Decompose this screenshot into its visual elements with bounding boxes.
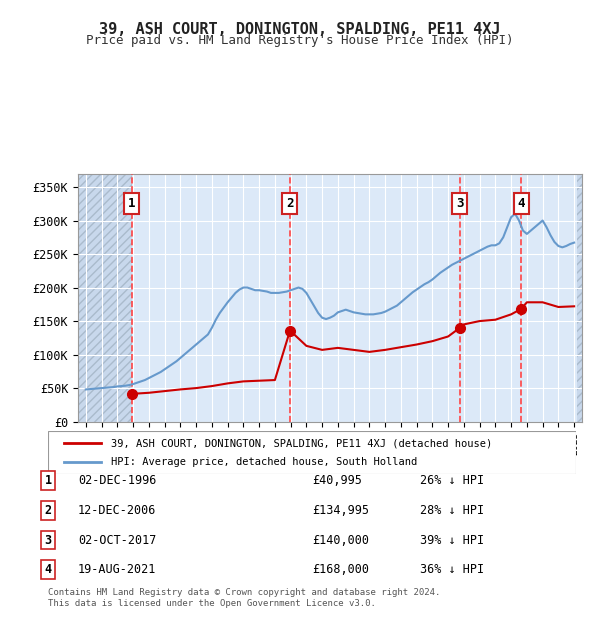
Text: £140,000: £140,000 [312,534,369,546]
Text: 1: 1 [44,474,52,487]
Text: 39, ASH COURT, DONINGTON, SPALDING, PE11 4XJ (detached house): 39, ASH COURT, DONINGTON, SPALDING, PE11… [112,438,493,448]
Text: 12-DEC-2006: 12-DEC-2006 [78,504,157,516]
Bar [78,174,132,422]
Text: 2: 2 [286,197,293,210]
Text: 4: 4 [44,564,52,576]
Text: 1: 1 [128,197,136,210]
Bar [577,174,582,422]
Text: £40,995: £40,995 [312,474,362,487]
Text: 36% ↓ HPI: 36% ↓ HPI [420,564,484,576]
Text: £168,000: £168,000 [312,564,369,576]
Text: 3: 3 [44,534,52,546]
Text: 4: 4 [517,197,525,210]
Text: 26% ↓ HPI: 26% ↓ HPI [420,474,484,487]
Text: 39% ↓ HPI: 39% ↓ HPI [420,534,484,546]
Text: 3: 3 [456,197,464,210]
Text: £134,995: £134,995 [312,504,369,516]
Text: 2: 2 [44,504,52,516]
FancyBboxPatch shape [48,431,576,474]
Text: HPI: Average price, detached house, South Holland: HPI: Average price, detached house, Sout… [112,457,418,467]
Text: Price paid vs. HM Land Registry's House Price Index (HPI): Price paid vs. HM Land Registry's House … [86,34,514,47]
Text: Contains HM Land Registry data © Crown copyright and database right 2024.
This d: Contains HM Land Registry data © Crown c… [48,588,440,608]
Text: 19-AUG-2021: 19-AUG-2021 [78,564,157,576]
Text: 02-DEC-1996: 02-DEC-1996 [78,474,157,487]
Text: 02-OCT-2017: 02-OCT-2017 [78,534,157,546]
Text: 39, ASH COURT, DONINGTON, SPALDING, PE11 4XJ: 39, ASH COURT, DONINGTON, SPALDING, PE11… [99,22,501,37]
Text: 28% ↓ HPI: 28% ↓ HPI [420,504,484,516]
